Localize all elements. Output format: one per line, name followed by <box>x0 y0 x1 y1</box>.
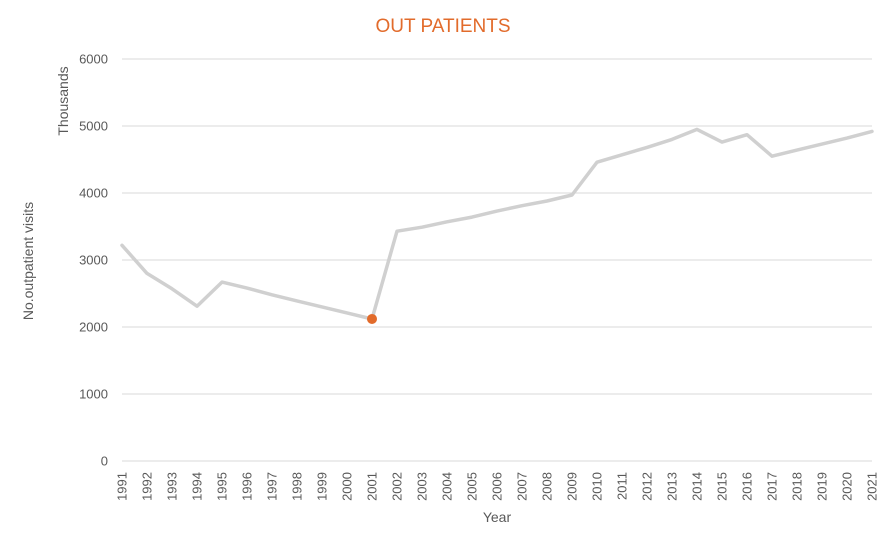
chart-title: OUT PATIENTS <box>375 16 510 37</box>
x-tick-label: 1995 <box>215 472 230 501</box>
y-tick-label: 5000 <box>79 119 108 134</box>
x-tick-labels: 1991 1992 1993 1994 1995 1996 1997 1998 1999 2000… <box>115 472 880 501</box>
x-axis-title: Year <box>483 509 512 525</box>
series-line <box>120 127 874 321</box>
x-tick-label: 2004 <box>440 472 455 501</box>
x-tick-label: 2006 <box>490 472 505 501</box>
x-tick-label: 2002 <box>390 472 405 501</box>
y-tick-label: 1000 <box>79 387 108 402</box>
x-tick-label: 1999 <box>315 472 330 501</box>
x-tick-label: 2005 <box>465 472 480 501</box>
x-tick-label: 2013 <box>665 472 680 501</box>
x-tick-label: 2003 <box>415 472 430 501</box>
x-tick-label: 2015 <box>715 472 730 501</box>
y-unit-label: Thousands <box>55 66 71 135</box>
y-axis-title: No.outpatient visits <box>20 202 36 320</box>
x-tick-label: 2019 <box>815 472 830 501</box>
x-tick-label: 2011 <box>615 472 630 500</box>
x-tick-label: 2008 <box>540 472 555 501</box>
y-tick-label: 4000 <box>79 186 108 201</box>
x-tick-label: 2012 <box>640 472 655 501</box>
highlight-point <box>367 313 377 324</box>
y-tick-label: 0 <box>101 454 108 469</box>
x-tick-label: 2017 <box>765 472 780 501</box>
y-tick-labels: 0 1000 2000 3000 4000 5000 6000 <box>79 52 108 469</box>
y-tick-label: 2000 <box>79 320 108 335</box>
x-tick-label: 2000 <box>340 472 355 501</box>
x-tick-label: 1993 <box>165 472 180 501</box>
x-tick-label: 2016 <box>740 472 755 501</box>
x-tick-label: 2018 <box>790 472 805 501</box>
x-tick-label: 1991 <box>115 472 130 501</box>
gridlines <box>122 58 872 462</box>
x-tick-label: 2001 <box>365 472 380 501</box>
y-tick-label: 6000 <box>79 52 108 67</box>
x-tick-label: 1998 <box>290 472 305 501</box>
x-tick-label: 1992 <box>140 472 155 501</box>
x-tick-label: 2007 <box>515 472 530 501</box>
x-tick-label: 2014 <box>690 472 705 501</box>
x-tick-label: 2010 <box>590 472 605 501</box>
x-tick-label: 1994 <box>190 472 205 501</box>
x-tick-label: 2020 <box>840 472 855 501</box>
x-tick-label: 2021 <box>865 472 880 501</box>
x-tick-label: 1997 <box>265 472 280 501</box>
x-tick-label: 2009 <box>565 472 580 501</box>
y-tick-label: 3000 <box>79 253 108 268</box>
x-tick-label: 1996 <box>240 472 255 501</box>
